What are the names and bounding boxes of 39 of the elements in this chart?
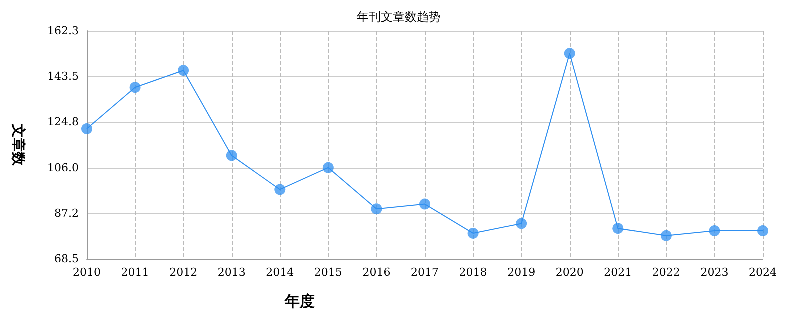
y-tick-label: 143.5 <box>48 70 79 84</box>
x-tick-label: 2013 <box>218 266 246 279</box>
x-tick-label: 2010 <box>73 266 101 279</box>
point <box>322 162 334 174</box>
point <box>564 48 576 60</box>
point <box>371 204 382 215</box>
y-tick-label: 87.2 <box>54 207 79 220</box>
point <box>226 150 238 162</box>
point <box>709 226 720 237</box>
point <box>758 226 768 237</box>
x-tick-label: 2012 <box>170 266 198 279</box>
point <box>82 123 92 134</box>
point <box>516 218 528 230</box>
x-tick-label: 2015 <box>314 266 342 279</box>
point <box>274 184 286 196</box>
y-tick-label: 68.5 <box>54 252 79 266</box>
x-tick-label: 2011 <box>121 266 150 279</box>
point <box>130 82 141 94</box>
x-tick-label: 2024 <box>749 266 777 279</box>
x-tick-label: 2023 <box>700 266 729 279</box>
point <box>660 230 672 242</box>
x-tick-label: 2014 <box>266 266 294 279</box>
x-tick-label: 2017 <box>411 266 439 279</box>
point <box>612 223 624 234</box>
y-axis-title: 文章数 <box>10 123 27 167</box>
chart-title: 年刊文章数趋势 <box>357 10 441 24</box>
y-tick-label: 106.0 <box>48 161 79 174</box>
x-tick-label: 2020 <box>556 266 584 279</box>
x-tick-label: 2016 <box>362 266 391 279</box>
y-tick-label: 124.8 <box>48 116 79 129</box>
x-tick-label: 2021 <box>604 266 632 279</box>
x-tick-label: 2022 <box>652 266 680 279</box>
y-tick-label: 162.3 <box>48 24 79 38</box>
point <box>420 198 430 210</box>
point <box>178 65 190 76</box>
x-axis-title: 年度 <box>284 292 315 310</box>
point <box>468 228 479 239</box>
x-tick-label: 2018 <box>459 266 488 279</box>
x-tick-label: 2019 <box>508 266 536 279</box>
